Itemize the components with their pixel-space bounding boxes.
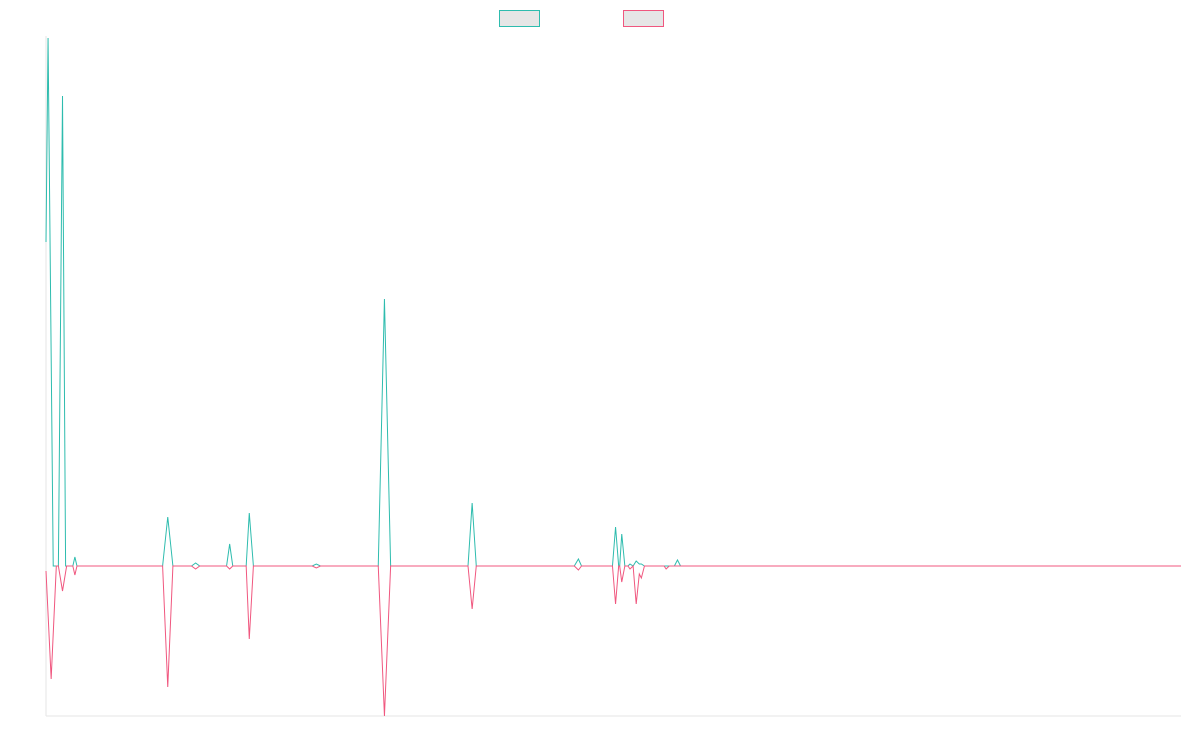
series-line-1 [45,37,1181,567]
legend[interactable] [499,10,664,27]
series-lines [45,37,1181,717]
legend-swatch-2[interactable] [623,10,664,27]
legend-swatch-1[interactable] [499,10,540,27]
axes [45,36,1181,717]
series-line-2 [45,564,1181,717]
